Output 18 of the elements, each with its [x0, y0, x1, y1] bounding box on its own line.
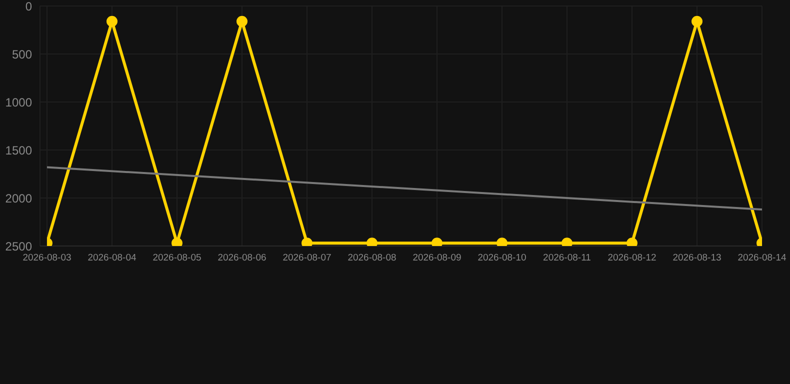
x-tick-label: 2026-08-11	[543, 252, 591, 264]
x-tick-label: 2026-08-13	[672, 252, 722, 264]
y-tick-label: 2000	[5, 191, 32, 206]
x-tick-label: 2026-08-06	[218, 252, 266, 264]
x-tick-label: 2026-08-07	[282, 252, 332, 264]
x-tick-label: 2026-08-12	[608, 252, 656, 264]
x-tick-label: 2026-08-08	[348, 252, 396, 264]
y-tick-label: 1500	[5, 143, 32, 158]
y-tick-label: 500	[12, 47, 32, 62]
x-tick-label: 2026-08-14	[738, 252, 786, 264]
x-tick-label: 2026-08-05	[152, 252, 202, 264]
x-tick-label: 2026-08-04	[88, 252, 136, 264]
x-tick-label: 2026-08-10	[478, 252, 526, 264]
x-tick-label: 2026-08-03	[22, 252, 72, 264]
y-tick-label: 0	[25, 0, 32, 14]
y-tick-label: 1000	[5, 95, 32, 110]
y-tick-label: 2500	[5, 239, 32, 254]
x-tick-label: 2026-08-09	[412, 252, 462, 264]
